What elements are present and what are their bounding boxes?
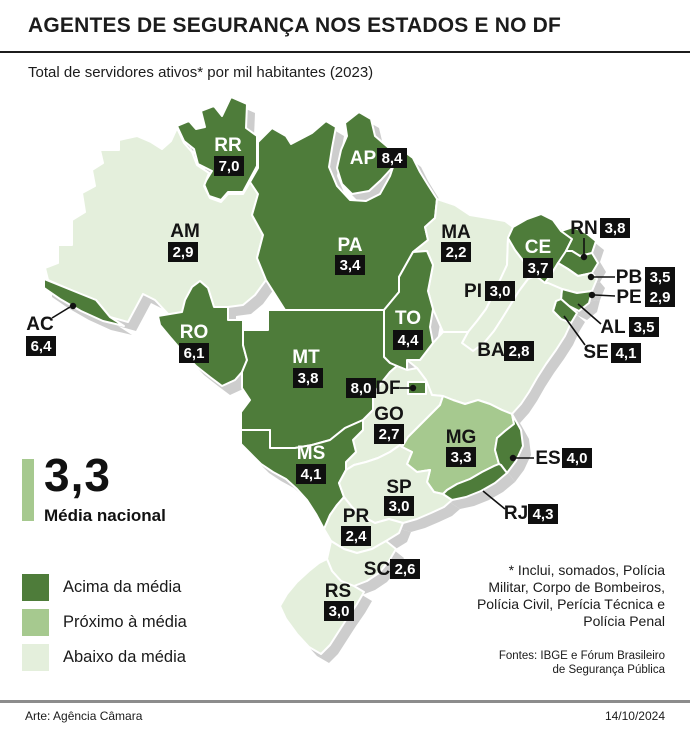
state-value-ce: 3,7 <box>528 260 549 277</box>
state-label-mg: MG <box>446 427 477 448</box>
footer-divider <box>0 700 690 703</box>
state-label-am: AM <box>170 221 200 242</box>
state-value-es: 4,0 <box>567 450 588 467</box>
state-value-pe: 2,9 <box>650 289 671 306</box>
sources-line-2: de Segurança Pública <box>552 664 665 676</box>
state-value-to: 4,4 <box>398 332 420 349</box>
state-label-es: ES <box>535 448 560 469</box>
legend-item-near: Próximo à média <box>22 609 187 636</box>
page-title: AGENTES DE SEGURANÇA NOS ESTADOS E NO DF <box>28 14 562 37</box>
state-value-ba: 2,8 <box>509 343 530 360</box>
leader-lines <box>51 238 616 510</box>
state-label-sc: SC <box>364 559 391 580</box>
state-label-ms: MS <box>297 443 326 464</box>
state-value-ap: 8,4 <box>382 150 404 167</box>
state-value-sp: 3,0 <box>389 498 410 515</box>
state-label-pb: PB <box>616 267 642 288</box>
state-label-ap: AP <box>350 148 377 169</box>
footnote-line-3: Polícia Civil, Perícia Técnica e <box>476 596 665 612</box>
state-value-ac: 6,4 <box>31 338 53 355</box>
legend-label-below: Abaixo da média <box>63 648 186 666</box>
state-label-mt: MT <box>292 347 320 368</box>
state-value-ma: 2,2 <box>446 244 467 261</box>
state-value-sc: 2,6 <box>395 561 416 578</box>
state-value-rs: 3,0 <box>329 603 350 620</box>
state-label-rj: RJ <box>504 503 528 524</box>
state-value-rr: 7,0 <box>219 158 240 175</box>
legend-label-above: Acima da média <box>63 578 182 596</box>
state-label-to: TO <box>395 308 421 329</box>
state-label-rr: RR <box>214 135 242 156</box>
state-label-go: GO <box>374 404 404 425</box>
state-value-pb: 3,5 <box>650 269 671 286</box>
title-divider <box>0 51 690 53</box>
legend-swatch-below <box>22 644 49 671</box>
state-value-am: 2,9 <box>173 244 194 261</box>
footer-date: 14/10/2024 <box>604 709 665 723</box>
state-value-al: 3,5 <box>634 319 655 336</box>
state-label-ce: CE <box>525 237 551 258</box>
state-label-sp: SP <box>386 477 412 498</box>
state-label-al: AL <box>600 317 626 338</box>
legend-label-near: Próximo à média <box>63 613 187 631</box>
state-label-rn: RN <box>570 218 597 239</box>
state-value-rj: 4,3 <box>533 506 554 523</box>
state-label-ba: BA <box>477 340 505 361</box>
footnote: * Inclui, somados, Polícia Militar, Corp… <box>395 562 665 630</box>
state-label-rs: RS <box>325 581 351 602</box>
sources: Fontes: IBGE e Fórum Brasileiro de Segur… <box>395 649 665 677</box>
legend-swatch-near <box>22 609 49 636</box>
footer-credit: Arte: Agência Câmara <box>25 709 143 723</box>
state-value-mg: 3,3 <box>451 449 472 466</box>
state-value-pa: 3,4 <box>340 257 362 274</box>
footnote-line-4: Polícia Penal <box>583 613 665 629</box>
sources-line-1: Fontes: IBGE e Fórum Brasileiro <box>498 650 665 662</box>
state-label-ac: AC <box>26 314 54 335</box>
national-average-label: Média nacional <box>44 506 166 525</box>
state-value-ro: 6,1 <box>184 345 205 362</box>
legend-item-below: Abaixo da média <box>22 644 186 671</box>
state-label-ma: MA <box>441 222 471 243</box>
state-value-pr: 2,4 <box>346 528 368 545</box>
state-label-pa: PA <box>338 235 363 256</box>
state-value-go: 2,7 <box>379 426 400 443</box>
state-label-pe: PE <box>616 287 641 308</box>
footnote-line-2: Militar, Corpo de Bombeiros, <box>488 579 665 595</box>
national-average-value: 3,3 <box>44 449 111 501</box>
state-labels: RR 7,0 AP 8,4 AM 2,9 PA 3,4 MA 2,2 PI 3,… <box>26 135 675 621</box>
national-average-bar <box>22 459 34 521</box>
legend-swatch-above <box>22 574 49 601</box>
state-value-ms: 4,1 <box>301 466 322 483</box>
state-label-df: DF <box>375 378 400 399</box>
page-subtitle: Total de servidores ativos* por mil habi… <box>28 64 374 81</box>
state-value-pi: 3,0 <box>490 283 511 300</box>
state-label-se: SE <box>583 342 608 363</box>
legend-item-above: Acima da média <box>22 574 181 601</box>
state-label-pr: PR <box>343 506 370 527</box>
state-value-mt: 3,8 <box>298 370 319 387</box>
state-value-se: 4,1 <box>616 345 637 362</box>
state-value-df: 8,0 <box>351 380 372 397</box>
state-label-pi: PI <box>464 281 482 302</box>
state-label-ro: RO <box>180 322 209 343</box>
footnote-line-1: * Inclui, somados, Polícia <box>508 562 665 578</box>
state-value-rn: 3,8 <box>605 220 626 237</box>
